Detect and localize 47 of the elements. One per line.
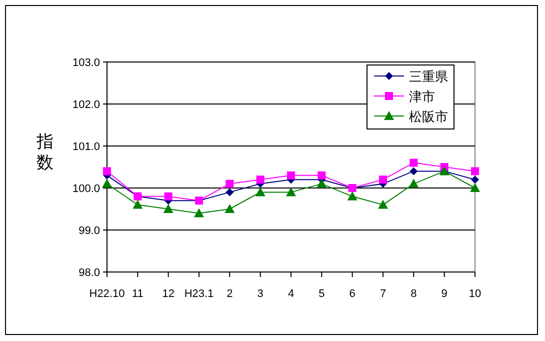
legend-label: 津市: [409, 89, 435, 104]
point: [470, 183, 480, 192]
point: [255, 187, 266, 196]
y-tick-label: 103.0: [72, 57, 100, 69]
point: [103, 167, 111, 176]
point: [286, 187, 296, 196]
x-tick-label: 2: [226, 288, 233, 300]
point: [379, 176, 387, 184]
x-tick-label: 8: [410, 288, 417, 300]
point: [378, 200, 388, 209]
y-tick-label: 98.0: [78, 267, 100, 279]
point: [256, 176, 264, 184]
point: [471, 176, 479, 184]
point: [318, 171, 326, 180]
point: [471, 167, 479, 176]
y-axis-title: 指数: [36, 132, 54, 172]
x-tick-label: 10: [468, 288, 482, 300]
point: [163, 204, 174, 213]
x-tick-label: 5: [318, 288, 325, 300]
x-tick-label: 9: [441, 288, 448, 300]
x-tick-label: H23.1: [184, 288, 214, 300]
x-tick-label: 11: [132, 288, 144, 300]
point: [408, 178, 419, 188]
y-tick-label: 101.0: [72, 141, 100, 153]
point: [316, 178, 327, 188]
legend-label: 三重県: [409, 69, 448, 84]
y-tick-label: 100.0: [72, 183, 100, 195]
y-tick-label: 99.0: [78, 225, 100, 237]
x-tick-label: 4: [288, 288, 294, 300]
point: [410, 167, 418, 176]
point: [194, 208, 204, 218]
x-tick-label: 3: [257, 288, 264, 300]
x-tick-label: 6: [349, 288, 356, 300]
point: [102, 178, 112, 188]
x-tick-label: H22.10: [89, 288, 125, 300]
x-tick-label: 12: [162, 288, 174, 300]
point: [132, 200, 143, 209]
point: [226, 188, 234, 196]
point: [224, 204, 235, 213]
point: [410, 158, 418, 167]
x-tick-label: 7: [380, 288, 386, 300]
point: [287, 171, 295, 180]
point: [164, 192, 172, 200]
legend-label: 松阪市: [409, 109, 448, 124]
point: [347, 191, 358, 200]
y-tick-label: 102.0: [72, 99, 100, 111]
point: [226, 180, 234, 188]
